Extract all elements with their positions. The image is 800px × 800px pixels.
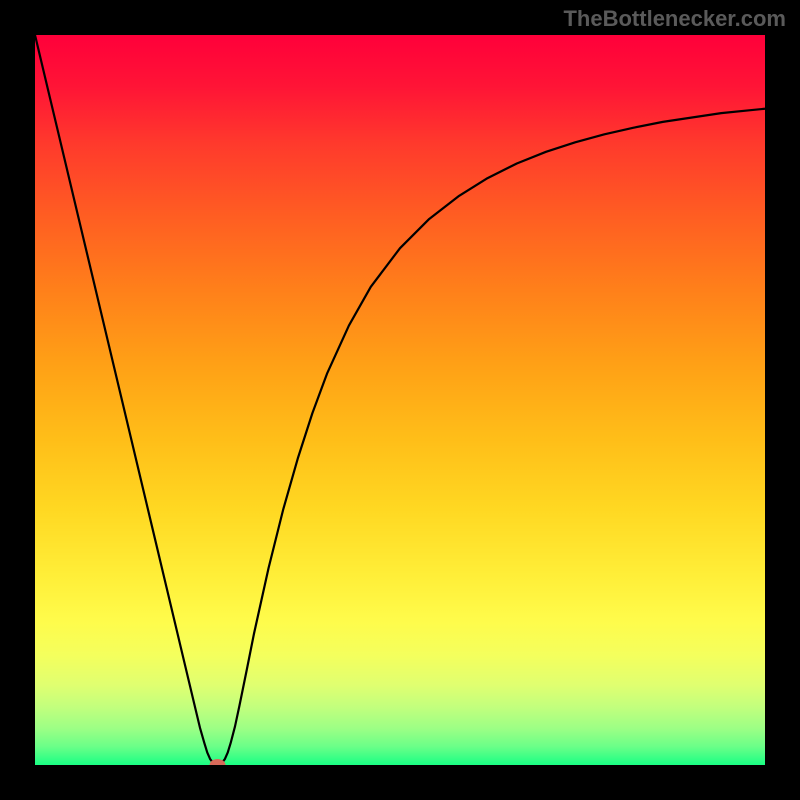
watermark-text: TheBottlenecker.com xyxy=(563,6,786,32)
chart-frame: TheBottlenecker.com xyxy=(0,0,800,800)
plot-area xyxy=(35,35,765,765)
curve-path xyxy=(35,35,765,765)
bottleneck-curve xyxy=(35,35,765,765)
